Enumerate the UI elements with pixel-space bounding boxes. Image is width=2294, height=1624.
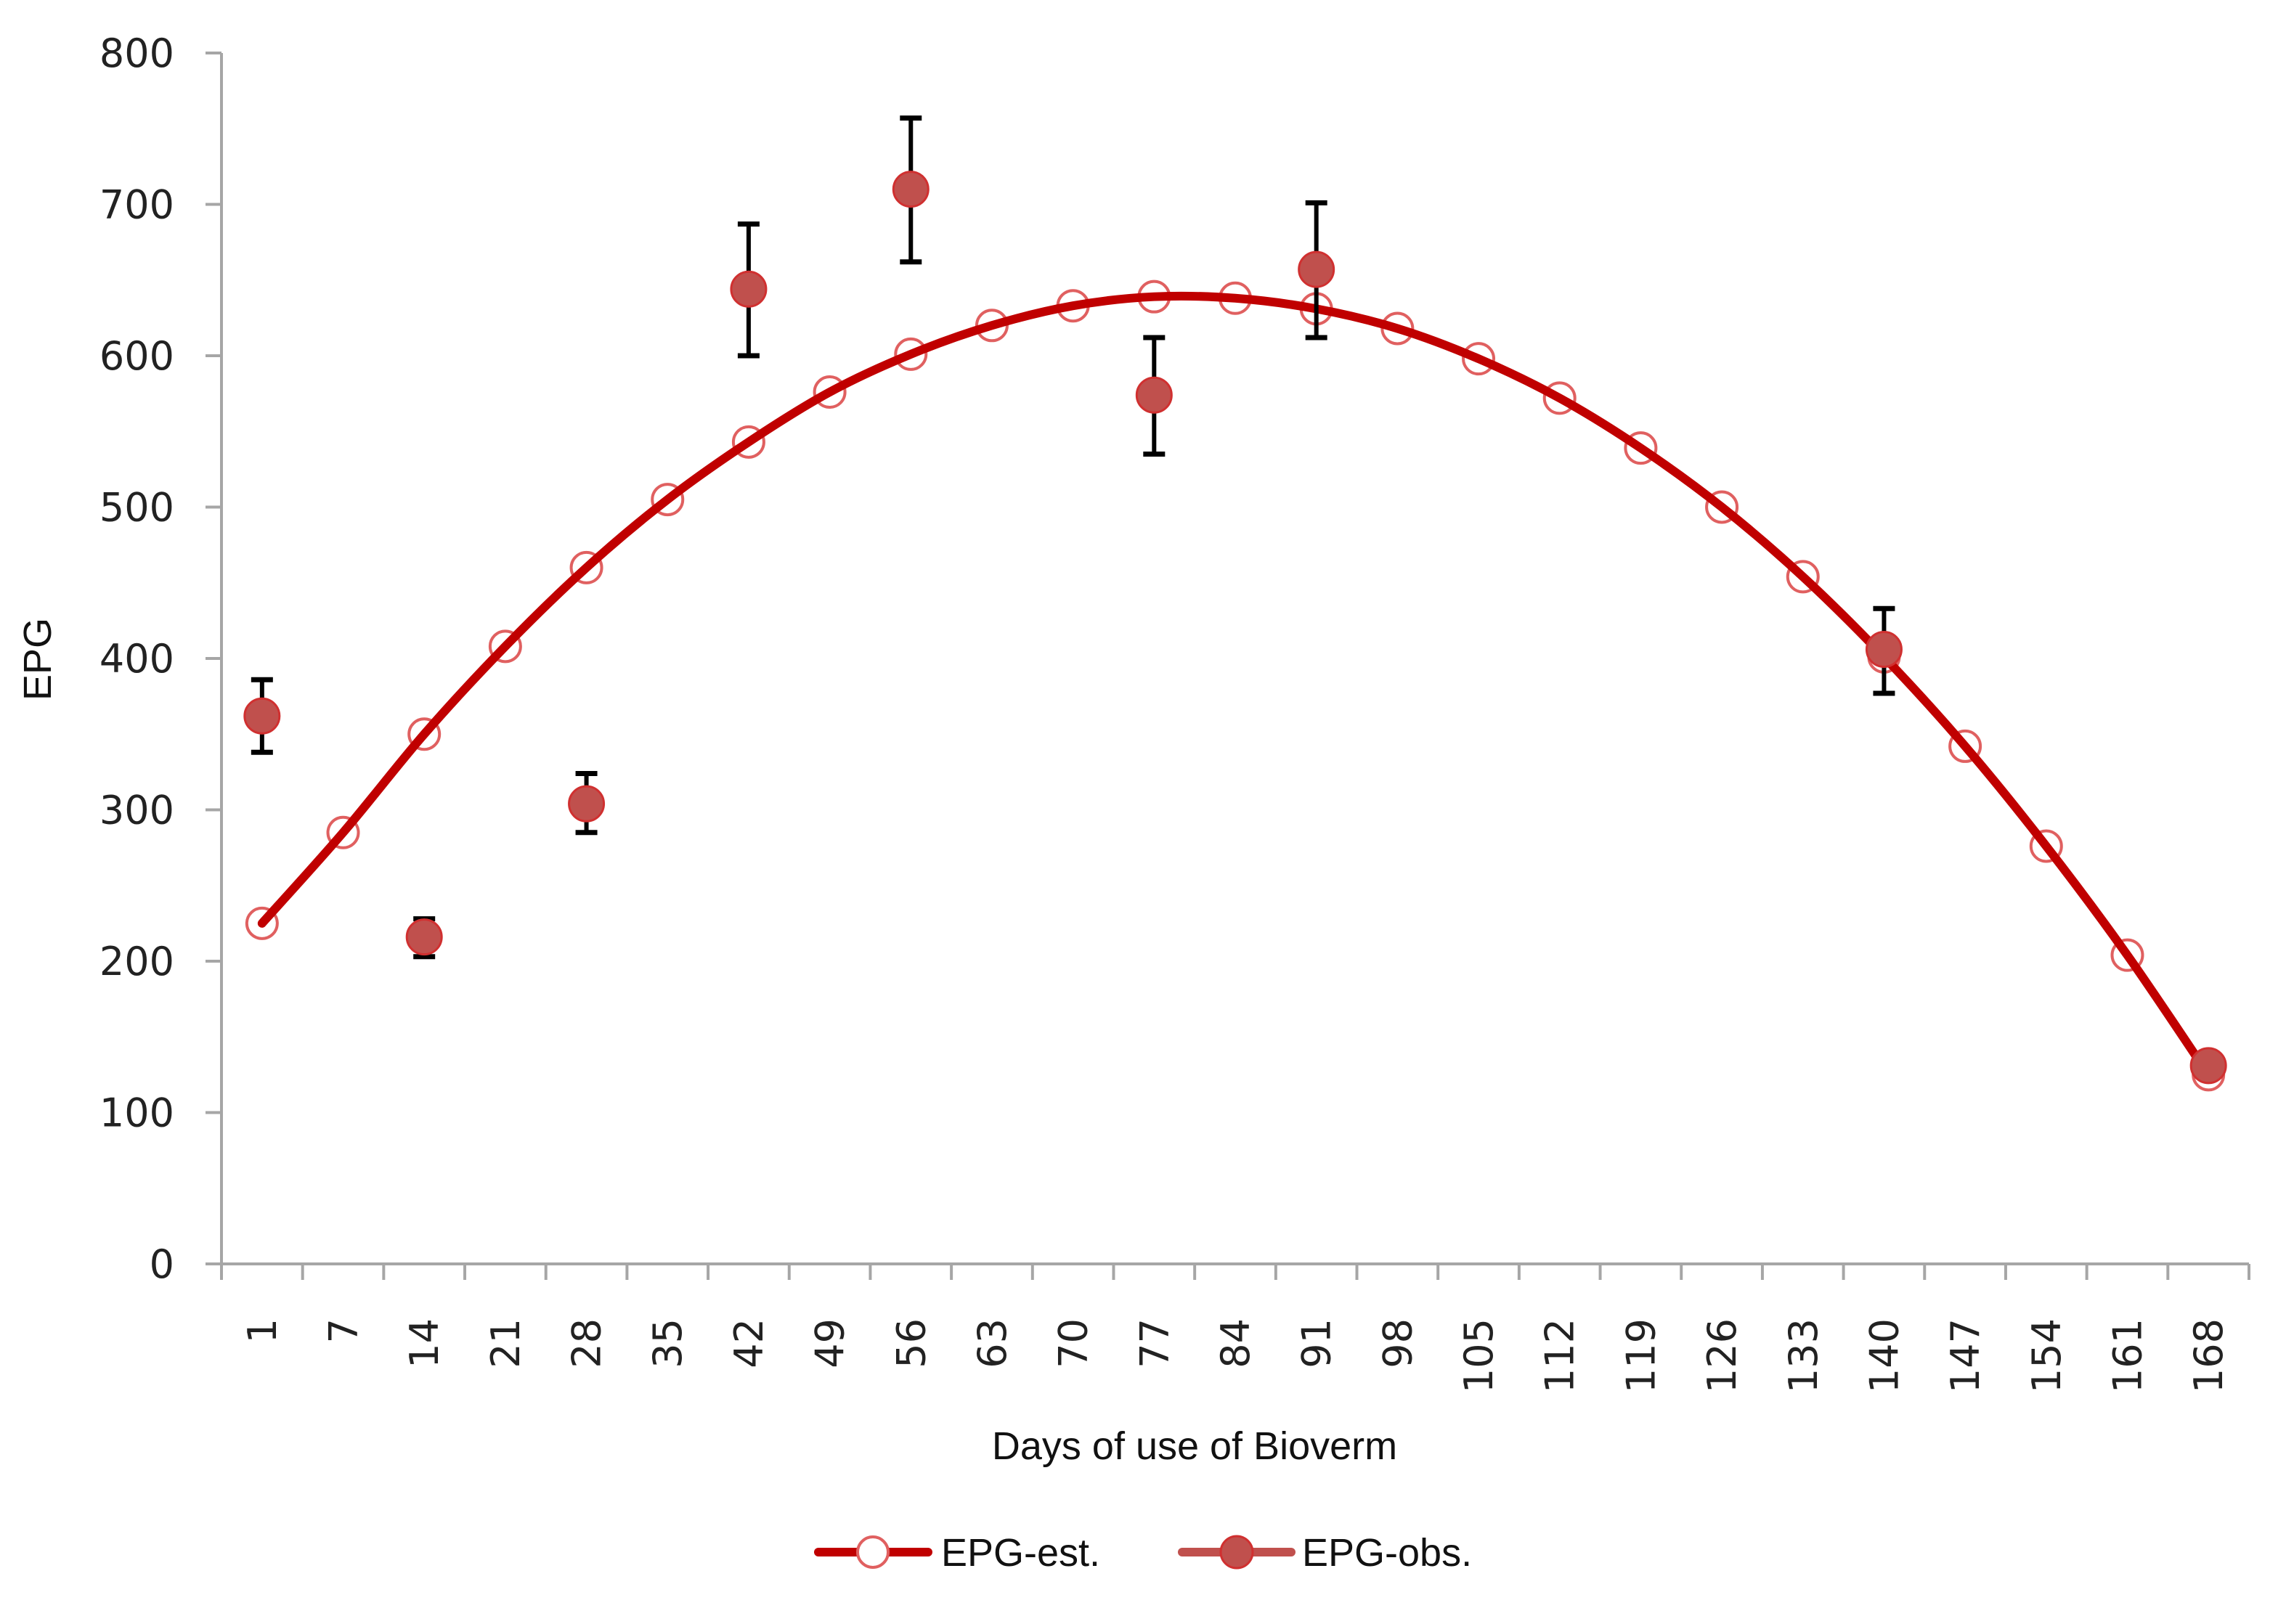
- obs-point: [243, 677, 281, 755]
- y-tick-label: 0: [150, 1241, 174, 1287]
- est-marker: [1462, 342, 1496, 376]
- x-tick-label: 77: [1131, 1318, 1177, 1368]
- legend-label-est: EPG-est.: [941, 1531, 1100, 1575]
- x-tick-label: 70: [1051, 1318, 1097, 1368]
- est-marker: [326, 815, 360, 849]
- est-marker: [2110, 938, 2144, 972]
- x-tick-label: 56: [888, 1318, 934, 1368]
- obs-point: [1865, 605, 1903, 696]
- obs-marker: [1865, 630, 1903, 668]
- est-marker: [245, 906, 279, 940]
- x-tick-label: 84: [1213, 1318, 1258, 1368]
- y-tick-label: 500: [99, 485, 174, 531]
- x-tick-label: 7: [321, 1318, 367, 1343]
- obs-point: [568, 770, 606, 836]
- obs-marker: [2189, 1047, 2227, 1085]
- series-epg-est: [245, 279, 2226, 1092]
- est-marker: [651, 483, 685, 517]
- obs-marker: [892, 171, 930, 208]
- hollow-circle-icon: [856, 1535, 890, 1569]
- est-marker: [731, 425, 765, 459]
- legend-label-obs: EPG-obs.: [1302, 1531, 1472, 1575]
- est-marker: [1705, 490, 1739, 524]
- x-tick-label: 91: [1294, 1318, 1340, 1368]
- x-tick-label: 14: [402, 1318, 447, 1368]
- x-axis-title: Days of use of Bioverm: [992, 1424, 1397, 1468]
- est-marker: [407, 717, 442, 751]
- legend-item-epg-est[interactable]: EPG-est.: [814, 1531, 1100, 1575]
- obs-point: [1135, 335, 1173, 457]
- y-axis: 0 100 200 300 400 500 600 700 800: [99, 30, 223, 1287]
- obs-point: [730, 221, 768, 359]
- x-tick-label: 105: [1456, 1318, 1502, 1393]
- est-marker: [488, 629, 522, 664]
- x-tick-label: 49: [808, 1318, 853, 1368]
- x-tick-label: 42: [726, 1318, 772, 1368]
- obs-point: [2189, 1047, 2227, 1085]
- obs-marker: [730, 270, 768, 308]
- x-tick-label: 1: [240, 1318, 285, 1343]
- x-tick-label: 98: [1375, 1318, 1420, 1368]
- legend-item-epg-obs[interactable]: EPG-obs.: [1178, 1531, 1472, 1575]
- x-tick-label: 63: [969, 1318, 1015, 1368]
- x-tick-label: 28: [564, 1318, 610, 1368]
- est-marker: [1624, 431, 1658, 465]
- est-marker: [813, 375, 847, 409]
- x-axis: 1 7 14 21 28 35 42 49 56 63 70 77 84 91 98 105 112 119 126…: [206, 1262, 2250, 1393]
- obs-marker: [1135, 376, 1173, 414]
- est-marker: [1948, 729, 1982, 763]
- obs-point: [892, 115, 930, 265]
- y-tick-label: 700: [99, 182, 174, 228]
- y-tick-label: 100: [99, 1090, 174, 1136]
- obs-marker: [243, 697, 281, 735]
- x-tick-label: 126: [1699, 1318, 1745, 1393]
- y-axis-title: EPG: [16, 618, 60, 701]
- obs-point: [1298, 200, 1335, 340]
- obs-marker: [1298, 250, 1335, 288]
- obs-marker: [405, 918, 443, 956]
- x-tick-label: 133: [1781, 1318, 1826, 1393]
- x-tick-label: 35: [645, 1318, 691, 1368]
- x-tick-label: 140: [1861, 1318, 1907, 1393]
- x-tick-label: 168: [2186, 1318, 2232, 1393]
- obs-point: [405, 916, 443, 960]
- y-tick-label: 400: [99, 636, 174, 682]
- obs-marker: [568, 785, 606, 823]
- x-tick-label: 119: [1618, 1318, 1664, 1393]
- x-tick-label: 21: [483, 1318, 529, 1368]
- x-tick-label: 154: [2024, 1318, 2070, 1393]
- est-marker: [1786, 560, 1820, 594]
- x-tick-label: 161: [2104, 1318, 2150, 1393]
- y-tick-label: 300: [99, 788, 174, 833]
- est-marker: [1542, 381, 1577, 415]
- est-marker: [894, 337, 928, 371]
- y-tick-label: 800: [99, 30, 174, 76]
- series-epg-obs: [243, 115, 2227, 1085]
- est-marker: [569, 550, 603, 584]
- est-curve: [257, 291, 2213, 1080]
- est-marker: [2029, 829, 2063, 863]
- x-tick-label: 147: [1943, 1318, 1988, 1393]
- legend: EPG-est. EPG-obs.: [814, 1531, 1472, 1575]
- y-tick-label: 600: [99, 333, 174, 379]
- filled-circle-icon: [1219, 1535, 1254, 1570]
- x-tick-label: 112: [1537, 1318, 1583, 1393]
- y-tick-label: 200: [99, 939, 174, 984]
